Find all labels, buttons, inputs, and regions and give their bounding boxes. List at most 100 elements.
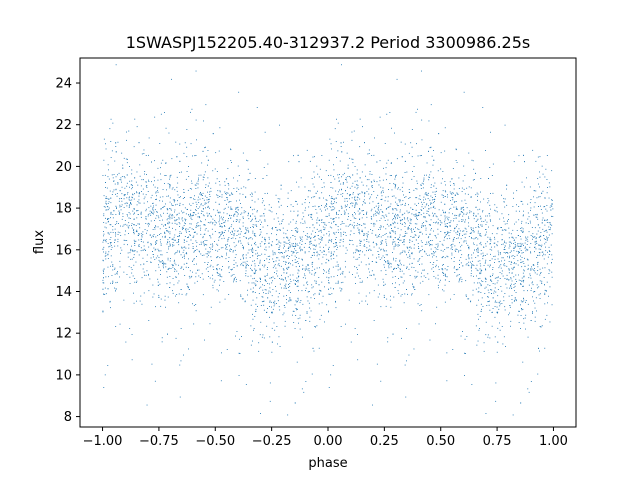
data-point [117, 174, 118, 176]
data-point [114, 242, 115, 243]
data-point [129, 199, 131, 201]
data-point [315, 326, 316, 328]
data-point [205, 219, 206, 221]
data-point [264, 248, 266, 250]
data-point [544, 289, 546, 291]
data-point [523, 186, 525, 188]
data-point [540, 272, 541, 274]
data-point [514, 244, 516, 245]
data-point [200, 220, 201, 222]
data-point [498, 267, 500, 269]
data-point [406, 266, 408, 268]
data-point [143, 179, 144, 181]
data-point [340, 326, 342, 327]
data-point [253, 234, 255, 236]
data-point [160, 113, 162, 115]
data-point [121, 152, 123, 154]
data-point [380, 217, 382, 219]
data-point [514, 298, 516, 300]
data-point [145, 217, 147, 219]
data-point [513, 276, 515, 278]
data-point [185, 266, 187, 268]
data-point [297, 280, 299, 281]
data-point [531, 282, 533, 284]
data-point [293, 155, 294, 157]
data-point [110, 202, 112, 204]
data-point [330, 209, 332, 211]
data-point [139, 202, 141, 204]
data-point [233, 214, 235, 216]
data-point [117, 234, 119, 235]
data-point [219, 211, 221, 213]
data-point [392, 241, 394, 243]
data-point [462, 206, 464, 208]
data-point [302, 336, 303, 338]
data-point [295, 266, 297, 268]
data-point [491, 293, 492, 294]
data-point [490, 276, 492, 278]
data-point [254, 316, 256, 317]
data-point [501, 244, 503, 245]
data-point [326, 233, 328, 235]
data-point [120, 206, 122, 207]
data-point [267, 256, 269, 257]
data-point [207, 191, 208, 193]
data-point [227, 206, 229, 208]
data-point [103, 195, 105, 197]
data-point [337, 226, 339, 227]
data-point [466, 207, 468, 209]
data-point [124, 220, 126, 221]
data-point [190, 213, 191, 215]
data-point [325, 224, 327, 226]
data-point [442, 244, 444, 246]
data-point [443, 264, 444, 265]
data-point [154, 249, 156, 251]
data-point [139, 227, 141, 229]
data-point [328, 235, 330, 237]
data-point [194, 155, 196, 157]
data-point [541, 219, 543, 221]
data-point [183, 191, 185, 193]
data-point [503, 264, 505, 266]
data-point [421, 184, 422, 186]
data-point [205, 187, 206, 188]
data-point [107, 176, 109, 178]
data-point [231, 249, 232, 250]
data-point [379, 259, 381, 260]
data-point [523, 279, 525, 281]
data-point [501, 260, 502, 262]
data-point [316, 251, 318, 253]
data-point [464, 175, 466, 176]
data-point [341, 272, 343, 274]
data-point [380, 225, 382, 227]
data-point [290, 292, 291, 293]
data-point [319, 197, 321, 199]
data-point [103, 387, 105, 388]
data-point [390, 203, 392, 205]
data-point [329, 294, 331, 295]
data-point [504, 198, 506, 200]
data-point [455, 217, 457, 219]
data-point [333, 276, 335, 278]
data-point [185, 213, 187, 215]
data-point [381, 211, 383, 212]
data-point [296, 203, 298, 205]
data-point [442, 196, 444, 198]
data-point [262, 264, 263, 266]
data-point [121, 176, 123, 177]
data-point [325, 205, 327, 207]
data-point [515, 221, 517, 223]
data-point [531, 268, 533, 270]
data-point [179, 223, 181, 225]
data-point [153, 213, 154, 215]
data-point [239, 219, 241, 221]
data-point [119, 260, 121, 262]
data-point [268, 209, 270, 211]
data-point [107, 258, 109, 259]
data-point [193, 229, 194, 230]
data-point [303, 216, 305, 218]
data-point [302, 277, 304, 279]
data-point [504, 124, 506, 126]
data-point [205, 202, 207, 204]
data-point [337, 194, 339, 195]
